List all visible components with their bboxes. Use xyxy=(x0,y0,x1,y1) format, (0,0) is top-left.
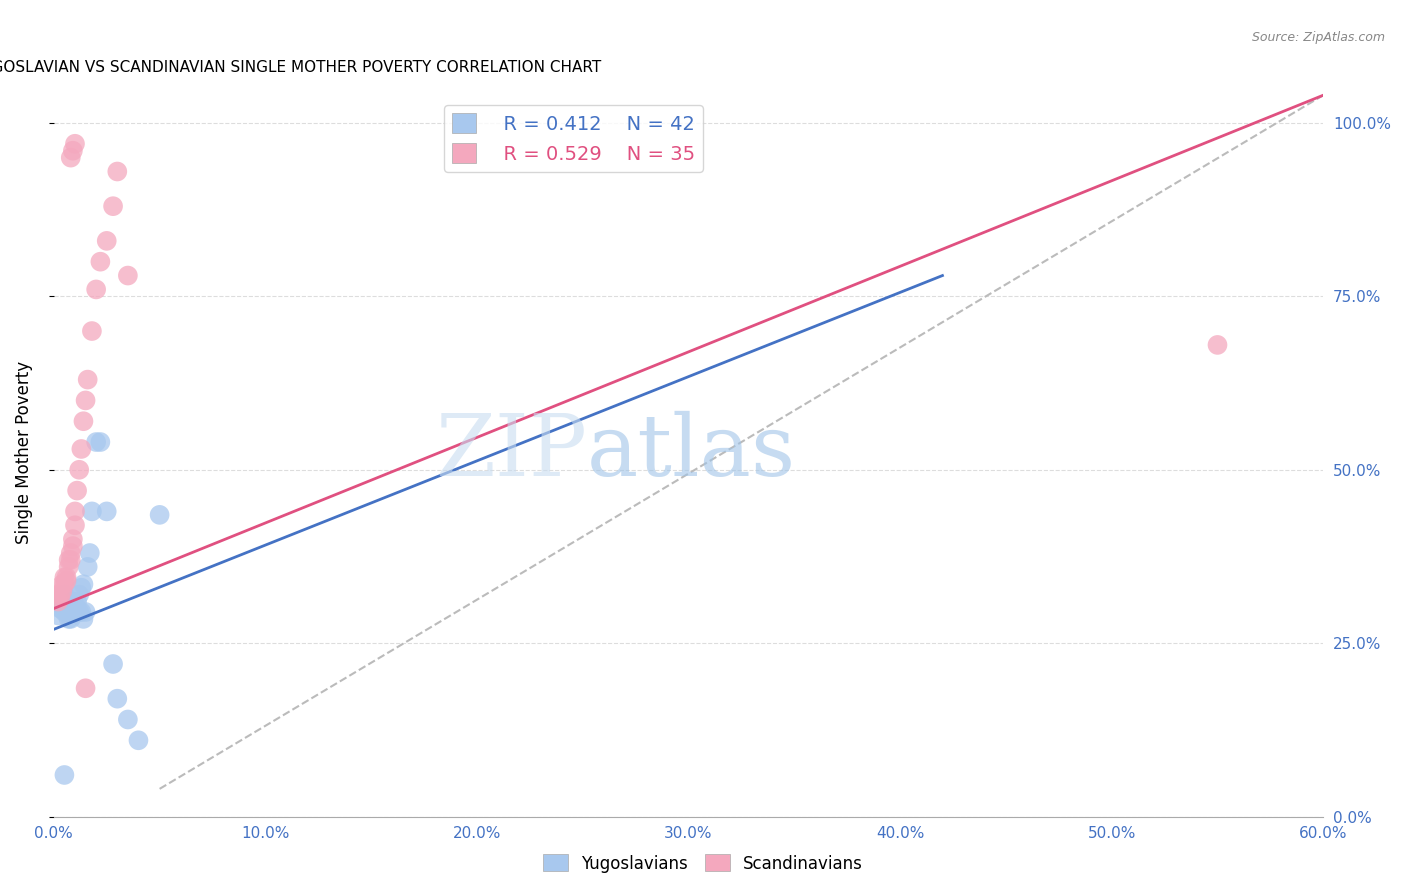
Point xyxy=(1206,338,1229,352)
Point xyxy=(63,504,86,518)
Point xyxy=(80,504,103,518)
Point xyxy=(63,601,86,615)
Point xyxy=(72,612,94,626)
Point xyxy=(89,435,111,450)
Point xyxy=(96,504,118,518)
Point xyxy=(49,588,72,602)
Point xyxy=(84,282,107,296)
Point xyxy=(70,442,93,456)
Point xyxy=(53,594,76,608)
Point xyxy=(62,144,84,158)
Point xyxy=(63,605,86,619)
Point xyxy=(51,598,73,612)
Point xyxy=(59,605,82,619)
Point xyxy=(84,435,107,450)
Point xyxy=(96,234,118,248)
Point xyxy=(75,681,97,696)
Point xyxy=(67,463,90,477)
Point xyxy=(75,393,97,408)
Text: ZIP: ZIP xyxy=(434,411,586,494)
Point xyxy=(70,605,93,619)
Point xyxy=(51,584,73,599)
Point xyxy=(55,605,77,619)
Point xyxy=(66,594,89,608)
Point xyxy=(66,605,89,619)
Point xyxy=(76,560,98,574)
Point xyxy=(55,570,77,584)
Point xyxy=(79,546,101,560)
Point xyxy=(62,594,84,608)
Point xyxy=(63,136,86,151)
Point xyxy=(46,594,69,608)
Point xyxy=(59,594,82,608)
Point xyxy=(58,605,80,619)
Point xyxy=(62,539,84,553)
Point xyxy=(53,768,76,782)
Point xyxy=(51,594,73,608)
Point xyxy=(89,254,111,268)
Text: YUGOSLAVIAN VS SCANDINAVIAN SINGLE MOTHER POVERTY CORRELATION CHART: YUGOSLAVIAN VS SCANDINAVIAN SINGLE MOTHE… xyxy=(0,60,602,75)
Point xyxy=(67,605,90,619)
Point xyxy=(53,570,76,584)
Text: Source: ZipAtlas.com: Source: ZipAtlas.com xyxy=(1251,31,1385,45)
Point xyxy=(55,601,77,615)
Point xyxy=(53,605,76,619)
Point xyxy=(55,574,77,588)
Point xyxy=(46,608,69,623)
Point xyxy=(62,601,84,615)
Point xyxy=(67,588,90,602)
Point xyxy=(49,591,72,606)
Point xyxy=(49,601,72,615)
Point xyxy=(72,414,94,428)
Point xyxy=(76,373,98,387)
Point xyxy=(117,713,139,727)
Point xyxy=(70,581,93,595)
Point xyxy=(105,691,128,706)
Point xyxy=(75,605,97,619)
Point xyxy=(53,577,76,591)
Point xyxy=(59,546,82,560)
Point xyxy=(63,598,86,612)
Point xyxy=(58,553,80,567)
Point xyxy=(51,577,73,591)
Point xyxy=(101,657,124,671)
Point xyxy=(58,612,80,626)
Point xyxy=(59,612,82,626)
Point xyxy=(63,518,86,533)
Point xyxy=(72,577,94,591)
Point xyxy=(58,560,80,574)
Point xyxy=(117,268,139,283)
Point xyxy=(149,508,172,522)
Text: atlas: atlas xyxy=(586,411,796,494)
Point xyxy=(58,598,80,612)
Point xyxy=(55,598,77,612)
Point xyxy=(59,553,82,567)
Point xyxy=(66,483,89,498)
Point xyxy=(59,151,82,165)
Point xyxy=(101,199,124,213)
Legend: Yugoslavians, Scandinavians: Yugoslavians, Scandinavians xyxy=(536,847,870,880)
Point xyxy=(80,324,103,338)
Point xyxy=(105,164,128,178)
Y-axis label: Single Mother Poverty: Single Mother Poverty xyxy=(15,361,32,544)
Point xyxy=(127,733,149,747)
Point xyxy=(62,532,84,546)
Point xyxy=(53,588,76,602)
Legend:   R = 0.412    N = 42,   R = 0.529    N = 35: R = 0.412 N = 42, R = 0.529 N = 35 xyxy=(444,105,703,171)
